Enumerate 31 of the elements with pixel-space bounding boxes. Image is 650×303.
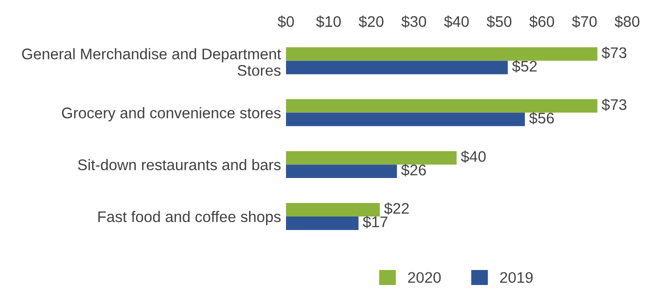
x-tick-label: $60 (529, 16, 554, 28)
x-tick-label: $20 (358, 16, 384, 28)
data-label: $17 (362, 216, 388, 228)
bar (286, 164, 397, 178)
bar (286, 99, 598, 113)
y-tick-label: Grocery and convenience stores (62, 107, 281, 122)
bar (286, 112, 525, 126)
bar (286, 60, 508, 74)
data-label: $73 (602, 46, 626, 60)
bar (286, 47, 598, 61)
data-label: $26 (401, 164, 426, 176)
bar (286, 151, 457, 165)
y-tick-label: Fast food and coffee shops (98, 210, 281, 226)
data-label: $73 (602, 98, 626, 111)
bar (286, 216, 359, 230)
legend-label: 2019 (500, 272, 533, 283)
data-label: $40 (460, 150, 486, 163)
data-label: $56 (529, 112, 554, 124)
legend-label: 2020 (408, 272, 441, 283)
data-label: $22 (384, 202, 409, 215)
y-tick-label: Sit-down restaurants and bars (78, 159, 281, 170)
x-tick-label: $0 (278, 16, 294, 28)
y-tick-label: General Merchandise and Department Stores (22, 48, 282, 76)
data-label: $52 (512, 60, 537, 73)
x-tick-label: $50 (486, 16, 512, 28)
x-tick-label: $80 (614, 16, 640, 28)
bar (286, 202, 380, 216)
x-tick-label: $30 (401, 16, 426, 28)
x-tick-label: $40 (444, 16, 469, 28)
x-tick-label: $10 (316, 16, 341, 28)
x-tick-label: $70 (572, 16, 597, 28)
